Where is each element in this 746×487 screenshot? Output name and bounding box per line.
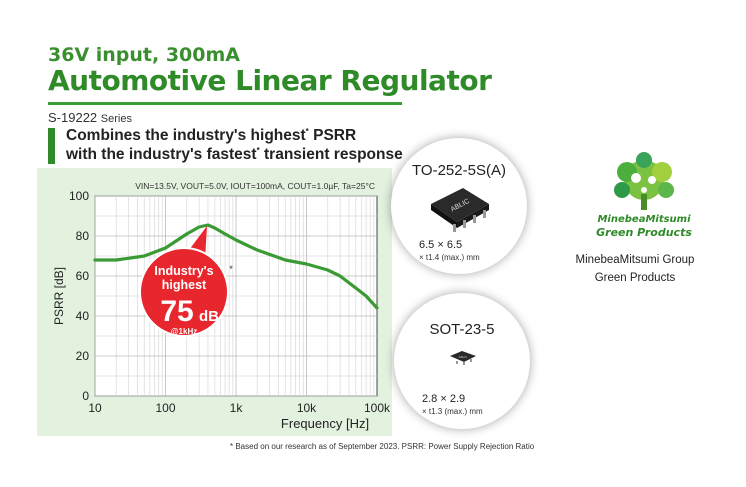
tick-labels: 10 100 1k 10k 100k 0 20 40 60 80 100: [69, 189, 391, 415]
to252-chip-image: ABLIC: [431, 188, 489, 232]
y-tick-label: 0: [82, 389, 89, 403]
y-axis-label: PSRR [dB]: [52, 267, 66, 325]
chip-body-top: [431, 188, 489, 222]
package-to252: TO-252-5S(A) ABLIC 6.5 × 6.5 × t1.4 (max…: [391, 138, 527, 274]
footnote: * Based on our research as of September …: [230, 442, 535, 451]
y-tick-label: 40: [76, 309, 90, 323]
package-name: TO-252-5S(A): [412, 162, 506, 179]
chip-pin: [453, 224, 456, 232]
chip-pin: [483, 210, 486, 218]
package-height-value: × t1.3 (max.): [422, 407, 468, 416]
package-unit: mm: [466, 253, 480, 262]
tree-leaves-icon: [614, 152, 674, 210]
series-word: Series: [100, 113, 132, 125]
package-dimensions: 2.8 × 2.9: [422, 393, 466, 405]
package-name: SOT-23-5: [429, 321, 495, 338]
tagline-line-1: Combines the industry's highest* PSRR: [66, 127, 356, 145]
badge-unit: dB: [199, 308, 219, 325]
series-layer: [93, 223, 379, 310]
y-tick-label: 100: [69, 189, 89, 203]
badge-line-1: Industry's: [154, 264, 213, 278]
psrr-chart: 10 100 1k 10k 100k 0 20 40 60 80 100 VIN=13.5V, VO…: [52, 181, 391, 431]
package-unit: mm: [469, 407, 483, 416]
chip-pin: [463, 362, 465, 365]
chip-pin: [473, 215, 476, 223]
x-tick-label: 10k: [297, 401, 317, 415]
chip-body-top: [450, 351, 476, 362]
sot23-chip-image: ABLIC: [450, 351, 476, 365]
product-subtitle: 36V input, 300mA: [48, 44, 241, 66]
y-tick-label: 80: [76, 229, 90, 243]
test-conditions: VIN=13.5V, VOUT=5.0V, IOUT=100mA, COUT=1…: [135, 181, 375, 191]
badge-circle: [139, 247, 229, 337]
badge-condition: @1kHz: [171, 327, 197, 336]
product-title: Automotive Linear Regulator: [48, 64, 492, 97]
tagline-2-footnote-mark: *: [256, 146, 260, 155]
series-code: S-19222: [48, 110, 98, 125]
chip-pin: [463, 220, 466, 228]
y-tick-label: 20: [76, 349, 90, 363]
psrr-series-line: [93, 223, 379, 310]
package-height-value: × t1.4 (max.): [419, 253, 465, 262]
industry-highest-badge: Industry's highest 75 dB @1kHz *: [139, 226, 233, 337]
tagline-line-2: with the industry's fastest* transient r…: [66, 146, 403, 164]
x-tick-label: 100: [155, 401, 175, 415]
package-sot23: SOT-23-5 ABLIC 2.8 × 2.9 × t1.3 (max.) m…: [394, 293, 530, 429]
tagline-2b: transient response: [259, 146, 403, 164]
badge-footnote-mark: *: [229, 264, 233, 274]
green-caption-line-1: MinebeaMitsumi Group: [575, 254, 695, 266]
tagline-1-footnote-mark: *: [305, 127, 309, 136]
chip-pin: [456, 361, 458, 364]
badge-value: 75: [160, 295, 193, 328]
tagline-2a: with the industry's fastest: [66, 146, 257, 164]
green-products-logo: MinebeaMitsumi Green Products: [596, 152, 692, 239]
x-tick-label: 100k: [364, 401, 391, 415]
logo-line-1: MinebeaMitsumi: [597, 214, 691, 225]
chip-body-side: [431, 204, 457, 228]
chip-pin: [470, 359, 472, 362]
x-tick-label: 10: [88, 401, 102, 415]
x-tick-label: 1k: [230, 401, 244, 415]
y-tick-label: 60: [76, 269, 90, 283]
title-underline: [48, 102, 402, 105]
tagline-1b: PSRR: [308, 127, 357, 145]
package-height: × t1.4 (max.) mm: [419, 253, 480, 262]
badge-line-2: highest: [162, 278, 207, 292]
green-caption-line-2: Green Products: [594, 272, 676, 284]
x-axis-label: Frequency [Hz]: [281, 416, 369, 431]
package-height: × t1.3 (max.) mm: [422, 407, 483, 416]
chip-marking: ABLIC: [459, 355, 469, 359]
tagline-1a: Combines the industry's highest: [66, 127, 306, 145]
package-dimensions: 6.5 × 6.5: [419, 239, 463, 251]
series-label: S-19222 Series: [48, 110, 132, 125]
tagline-accent-bar: [48, 128, 55, 164]
logo-line-2: Green Products: [596, 226, 692, 239]
